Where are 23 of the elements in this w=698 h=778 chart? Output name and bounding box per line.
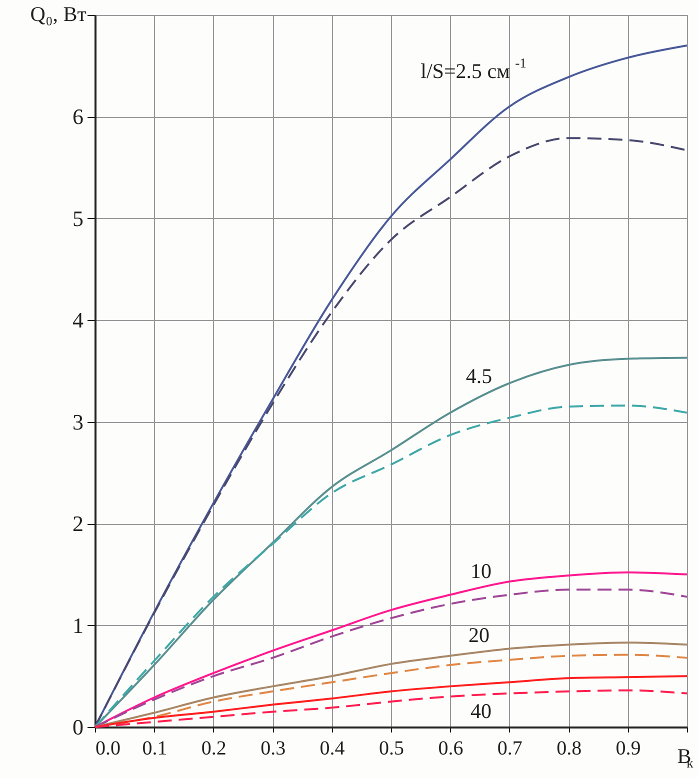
annotation: 10 [470,559,492,583]
x-tick-label: 0.4 [320,738,345,760]
y-tick-label: 3 [72,409,84,434]
y-tick-label: 1 [72,612,84,638]
annotation: 20 [468,623,490,647]
y-tick-label: 6 [72,104,84,130]
x-tick-label: 0.3 [260,738,286,760]
x-tick-label: 0.5 [379,738,404,760]
x-tick-label: 0.7 [497,738,522,760]
x-tick-label: 0.9 [616,738,641,760]
x-tick-label: 0.8 [556,738,582,760]
annotation: 40 [470,699,492,723]
annotation: 4.5 [466,364,492,388]
y-tick-label: 2 [72,511,84,536]
x-tick-label: 0.0 [96,738,120,760]
y-tick-label: 0 [72,714,84,740]
x-tick-label: 0.2 [201,738,226,760]
y-axis-title: Q₀, Вт [30,2,86,26]
x-tick-label: 0.1 [142,738,168,760]
y-tick-label: 4 [72,308,84,333]
y-tick-label: 5 [72,206,84,231]
annotation: l/S=2.5 см-1 [420,56,526,83]
x-tick-label: 0.6 [438,738,464,760]
